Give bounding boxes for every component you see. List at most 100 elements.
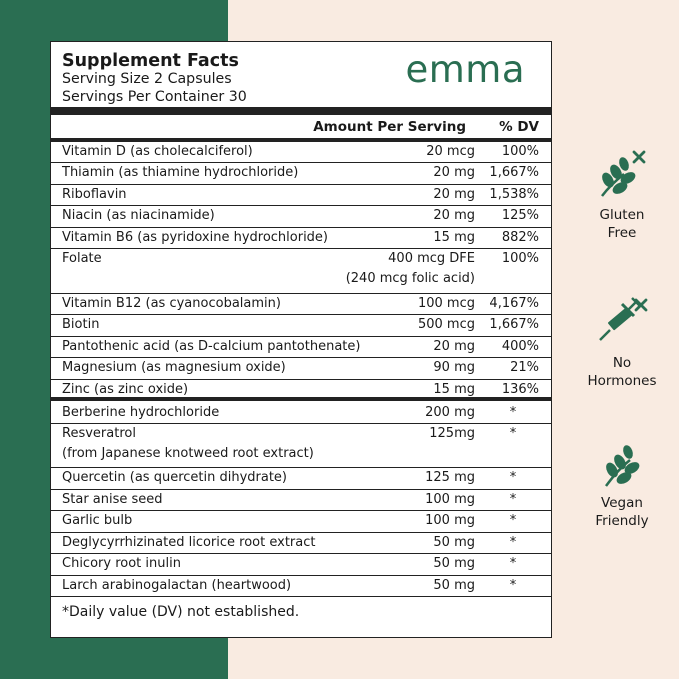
nutrient-name: Riboflavin (62, 186, 127, 202)
vitamins-section: Vitamin D (as cholecalciferol) 20 mcg 100%… (51, 142, 551, 401)
nutrient-amount: 400 mcg DFE (240 mcg folic acid) (346, 249, 475, 290)
ingredient-name: Larch arabinogalactan (heartwood) (62, 577, 292, 593)
ingredient-dv: * (509, 491, 517, 507)
folate-amount-folic: (240 mcg folic acid) (345, 271, 475, 287)
brand-logo: emma (405, 48, 525, 91)
table-row: Star anise seed 100 mg * (51, 490, 551, 512)
dv-header: % DV (499, 118, 539, 135)
badge-label: Vegan Friendly (572, 494, 672, 530)
ingredient-amount: 125 mg (425, 470, 475, 486)
table-row: Niacin (as niacinamide) 20 mg 125% (51, 206, 551, 228)
table-row: Vitamin D (as cholecalciferol) 20 mcg 100% (51, 142, 551, 164)
badge-line2: Free (607, 225, 637, 241)
ingredient-dv: * (509, 556, 517, 572)
servings-per-container: Servings Per Container 30 (62, 88, 247, 105)
nutrient-amount: 15 mg (433, 381, 475, 397)
badge-line1: No (612, 355, 632, 371)
badge-line2: Hormones (587, 373, 657, 389)
ingredient-amount: 50 mg (433, 577, 475, 593)
footnote: *Daily value (DV) not established. (62, 604, 300, 621)
ingredient-amount: 50 mg (433, 534, 475, 550)
table-row: Deglycyrrhizinated licorice root extract… (51, 533, 551, 555)
syringe-crossed-icon (572, 296, 672, 348)
ingredient-name: Chicory root inulin (62, 556, 181, 572)
facts-header: Supplement Facts Serving Size 2 Capsules… (51, 42, 551, 115)
ingredient-amount: 100 mg (425, 491, 475, 507)
supplement-facts-panel: Supplement Facts Serving Size 2 Capsules… (50, 41, 552, 638)
table-row: Berberine hydrochloride 200 mg * (51, 403, 551, 425)
folate-amount-dfe: 400 mcg DFE (388, 250, 475, 266)
nutrient-amount: 20 mg (433, 338, 475, 354)
table-row: Pantothenic acid (as D-calcium pantothen… (51, 337, 551, 359)
ingredient-dv: * (509, 470, 517, 486)
ingredient-dv: * (509, 513, 517, 529)
gluten-free-badge: Gluten Free (572, 148, 672, 242)
nutrient-dv: 100% (501, 144, 539, 159)
nutrient-name: Vitamin B12 (as cyanocobalamin) (62, 295, 281, 311)
nutrient-dv: 882% (501, 229, 539, 245)
table-row: Resveratrol (from Japanese knotweed root … (51, 424, 551, 469)
nutrient-name: Vitamin B6 (as pyridoxine hydrochloride) (62, 229, 329, 245)
leaf-icon (572, 442, 672, 488)
other-ingredients-section: Berberine hydrochloride 200 mg * Resveratr… (51, 401, 551, 598)
nutrient-name: Thiamin (as thiamine hydrochloride) (62, 165, 299, 181)
ingredient-amount: 50 mg (433, 556, 475, 572)
nutrient-dv: 136% (501, 381, 539, 397)
nutrient-name: Magnesium (as magnesium oxide) (62, 360, 286, 376)
nutrient-amount: 20 mg (433, 208, 475, 224)
table-row: Thiamin (as thiamine hydrochloride) 20 mg… (51, 163, 551, 185)
nutrient-name: Niacin (as niacinamide) (62, 208, 215, 224)
nutrient-amount: 100 mcg (417, 295, 475, 311)
nutrient-dv: 1,538% (489, 186, 539, 202)
nutrient-name: Folate (62, 250, 102, 266)
nutrient-dv: 1,667% (489, 165, 539, 181)
table-row: Folate 400 mcg DFE (240 mcg folic acid) 1… (51, 249, 551, 294)
nutrient-name: Zinc (as zinc oxide) (62, 381, 189, 397)
nutrient-name: Vitamin D (as cholecalciferol) (62, 144, 253, 159)
facts-title: Supplement Facts (62, 51, 239, 71)
badge-line1: Vegan (601, 495, 643, 511)
no-hormones-badge: No Hormones (572, 296, 672, 390)
table-row: Riboflavin 20 mg 1,538% (51, 185, 551, 207)
badge-label: Gluten Free (572, 206, 672, 242)
ingredient-name: Quercetin (as quercetin dihydrate) (62, 470, 287, 486)
ingredient-amount: 200 mg (425, 404, 475, 420)
nutrient-dv: 400% (501, 338, 539, 354)
nutrient-amount: 20 mg (433, 186, 475, 202)
table-row: Vitamin B12 (as cyanocobalamin) 100 mcg 4,… (51, 294, 551, 316)
ingredient-name: Resveratrol (from Japanese knotweed root … (62, 424, 429, 464)
ingredient-dv: * (509, 577, 517, 593)
column-headers: Amount Per Serving % DV (51, 115, 551, 142)
badge-line2: Friendly (595, 513, 649, 529)
table-row: Vitamin B6 (as pyridoxine hydrochloride)… (51, 228, 551, 249)
nutrient-name: Pantothenic acid (as D-calcium pantothen… (62, 338, 361, 354)
table-row: Zinc (as zinc oxide) 15 mg 136% (51, 380, 551, 401)
leaf-crossed-icon (572, 148, 672, 200)
badge-line1: Gluten (599, 207, 645, 223)
nutrient-amount: 15 mg (433, 229, 475, 245)
resveratrol-name: Resveratrol (62, 426, 136, 442)
ingredient-name: Star anise seed (62, 491, 163, 507)
table-row: Chicory root inulin 50 mg * (51, 554, 551, 576)
nutrient-dv: 4,167% (489, 295, 539, 311)
nutrient-amount: 90 mg (433, 360, 475, 376)
table-row: Magnesium (as magnesium oxide) 90 mg 21% (51, 358, 551, 380)
nutrient-amount: 500 mcg (417, 317, 475, 333)
badge-label: No Hormones (572, 354, 672, 390)
table-row: Larch arabinogalactan (heartwood) 50 mg * (51, 576, 551, 598)
nutrient-name: Biotin (62, 317, 100, 333)
resveratrol-source: (from Japanese knotweed root extract) (62, 446, 314, 462)
ingredient-amount: 125mg (429, 426, 475, 442)
ingredient-amount: 100 mg (425, 513, 475, 529)
nutrient-dv: 1,667% (489, 317, 539, 333)
nutrient-dv: 125% (501, 208, 539, 224)
ingredient-name: Deglycyrrhizinated licorice root extract (62, 534, 316, 550)
table-row: Quercetin (as quercetin dihydrate) 125 mg… (51, 468, 551, 490)
ingredient-name: Garlic bulb (62, 513, 133, 529)
nutrient-amount: 20 mg (433, 165, 475, 181)
nutrient-amount: 20 mcg (426, 144, 475, 159)
nutrient-dv: 21% (510, 360, 539, 376)
ingredient-name: Berberine hydrochloride (62, 404, 220, 420)
table-row: Biotin 500 mcg 1,667% (51, 315, 551, 337)
table-row: Garlic bulb 100 mg * (51, 511, 551, 533)
